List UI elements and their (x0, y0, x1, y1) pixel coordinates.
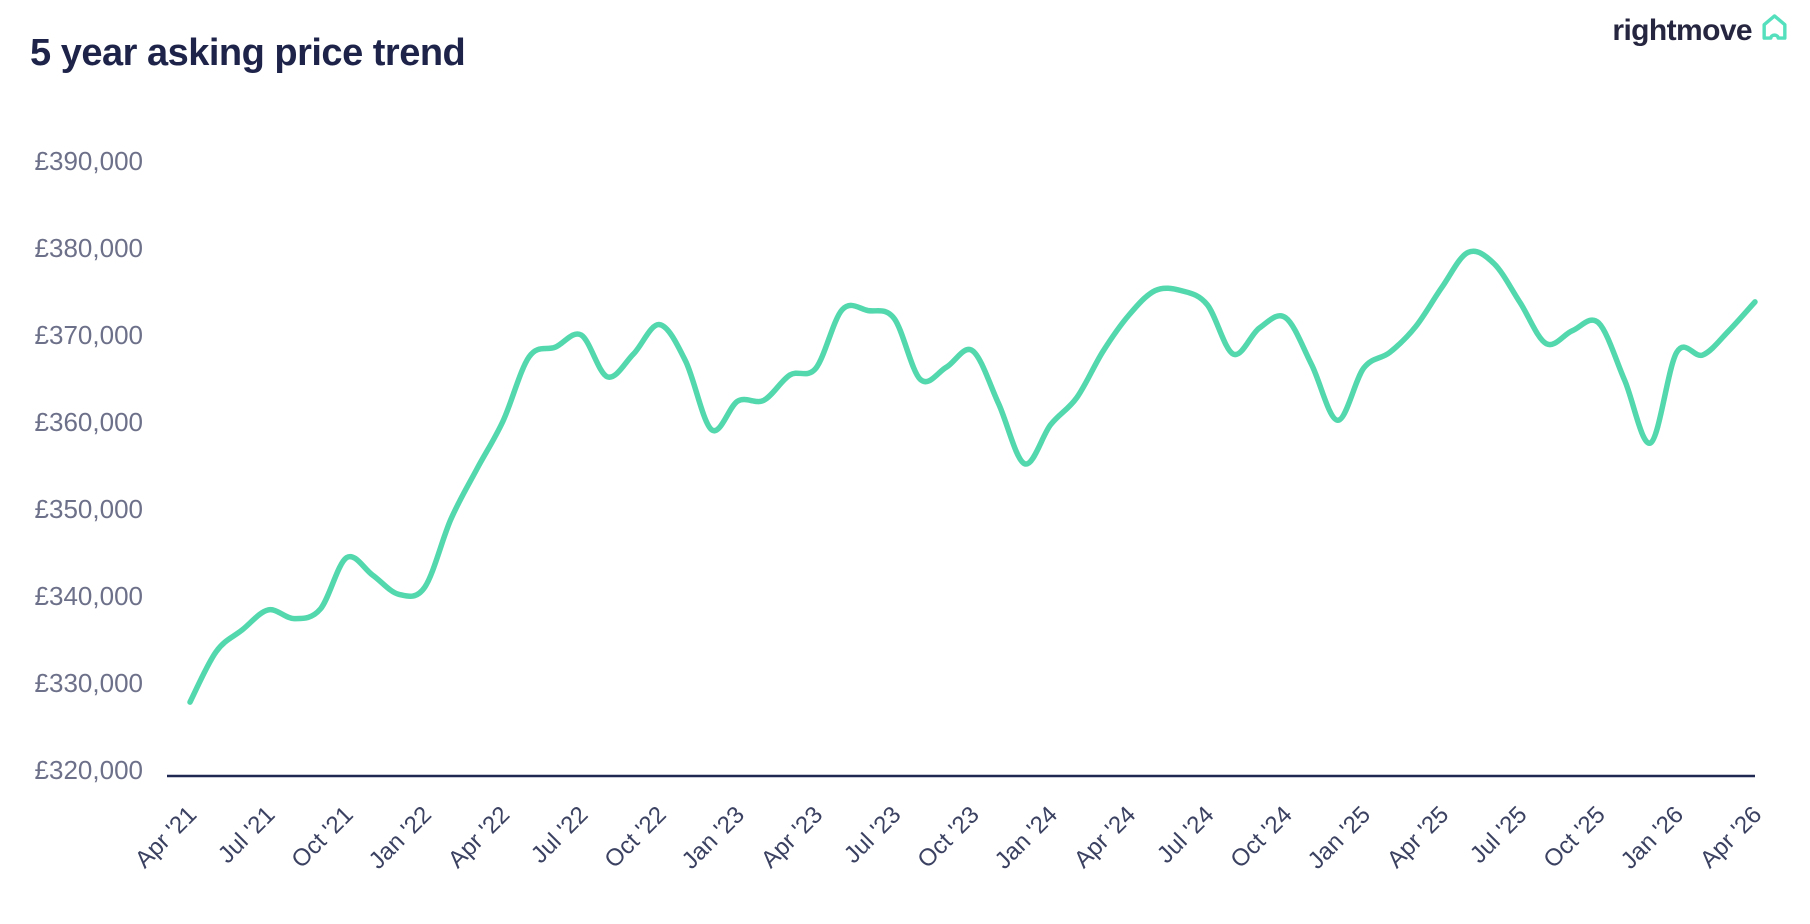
y-axis-tick-label: £390,000 (35, 146, 143, 176)
x-axis-tick-label: Jul '21 (213, 801, 281, 869)
x-axis-tick-label: Jan '26 (1616, 801, 1689, 874)
x-axis-tick-label: Jan '22 (364, 801, 437, 874)
y-axis-tick-label: £350,000 (35, 494, 143, 524)
x-axis-tick-label: Apr '23 (756, 801, 828, 873)
x-axis-tick-label: Oct '24 (1225, 801, 1297, 873)
x-axis-tick-label: Oct '21 (286, 801, 358, 873)
rightmove-wordmark: rightmove (1612, 14, 1752, 47)
y-axis-tick-label: £380,000 (35, 233, 143, 263)
x-axis-tick-label: Jul '25 (1465, 801, 1533, 869)
x-axis-tick-label: Oct '22 (599, 801, 671, 873)
x-axis-tick-label: Oct '25 (1538, 801, 1610, 873)
x-axis-tick-label: Jan '25 (1303, 801, 1376, 874)
x-axis-tick-label: Apr '26 (1695, 801, 1767, 873)
rightmove-logo: rightmove (1612, 14, 1790, 48)
y-axis-tick-label: £340,000 (35, 581, 143, 611)
x-axis-tick-label: Apr '22 (443, 801, 515, 873)
x-axis-tick-label: Apr '21 (130, 801, 202, 873)
y-axis-tick-label: £330,000 (35, 668, 143, 698)
x-axis-tick-label: Jul '24 (1152, 801, 1220, 869)
x-axis-tick-label: Apr '25 (1382, 801, 1454, 873)
y-axis-tick-label: £320,000 (35, 755, 143, 785)
x-axis-tick-label: Apr '24 (1069, 801, 1141, 873)
x-axis-tick-label: Jan '23 (677, 801, 750, 874)
x-axis-tick-label: Jul '22 (526, 801, 594, 869)
price-trend-line (187, 248, 1758, 705)
x-axis-tick-label: Jan '24 (990, 801, 1063, 874)
rightmove-house-icon (1762, 14, 1787, 40)
x-axis-tick-label: Oct '23 (912, 801, 984, 873)
y-axis-tick-label: £360,000 (35, 407, 143, 437)
x-axis-tick-label: Jul '23 (839, 801, 907, 869)
page-title: 5 year asking price trend (30, 32, 466, 74)
y-axis-tick-label: £370,000 (35, 320, 143, 350)
